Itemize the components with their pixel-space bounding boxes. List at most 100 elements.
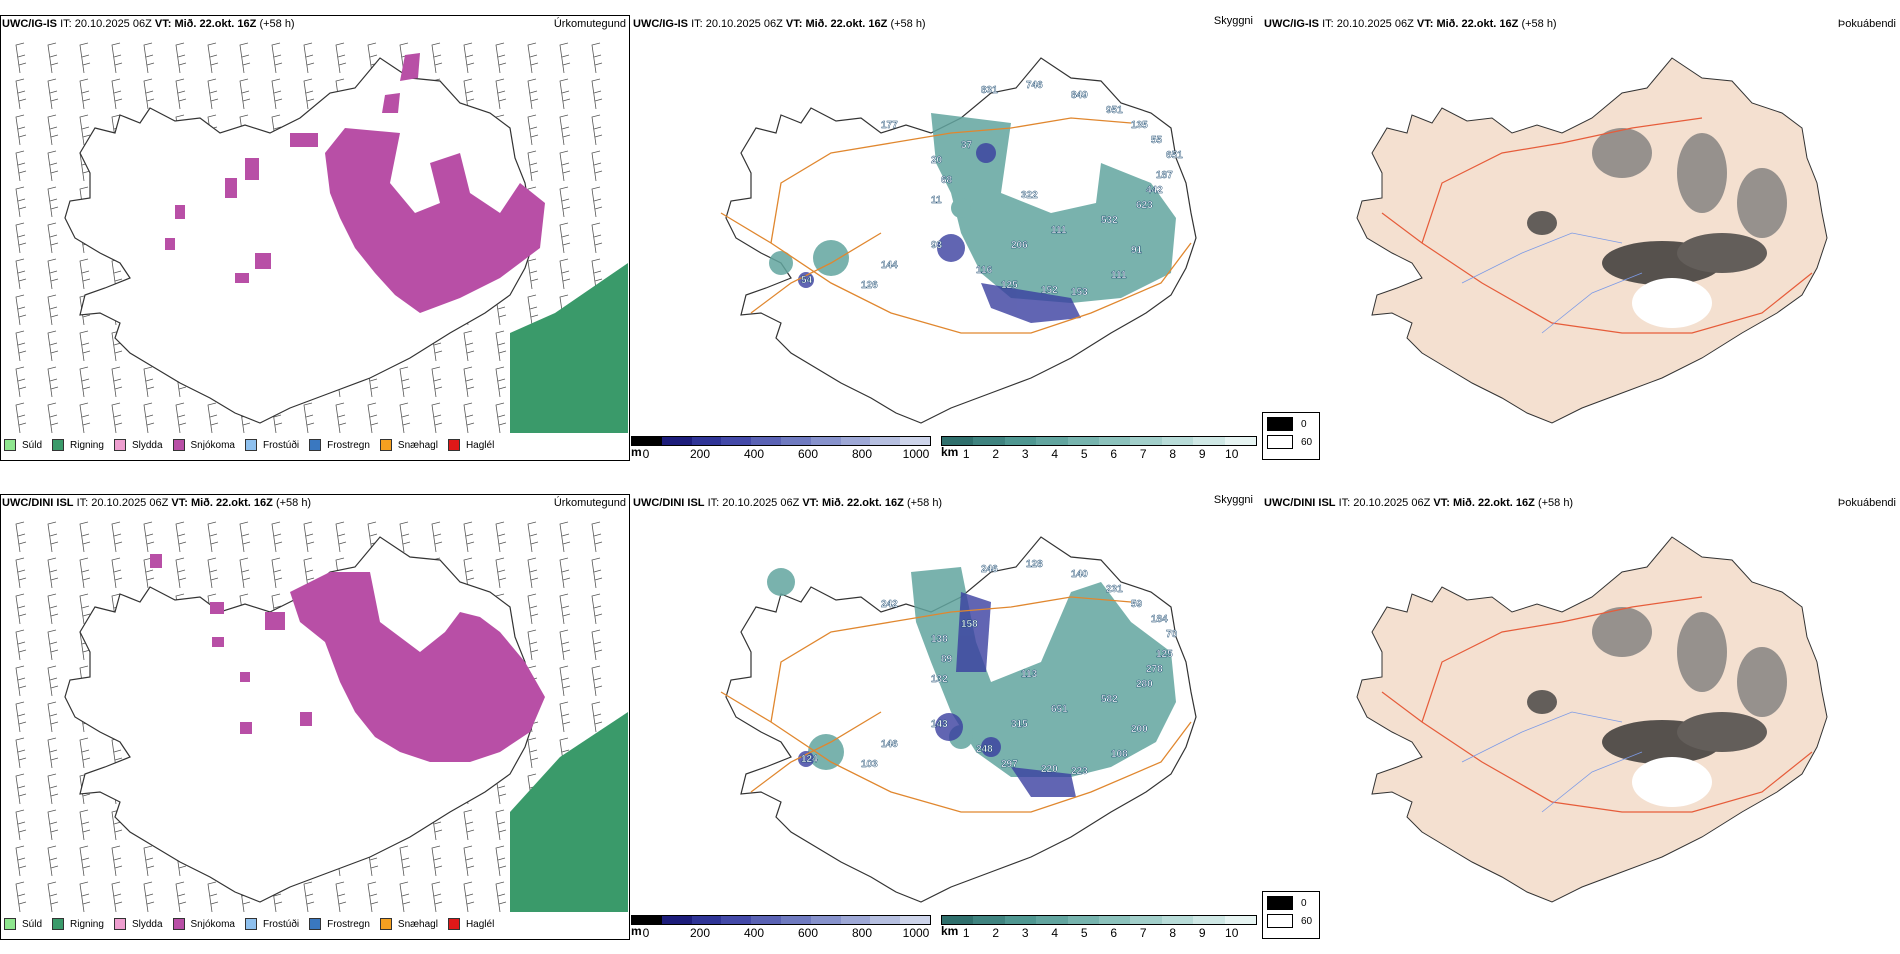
wind-barb [207,402,219,433]
colorbar-bin [810,916,841,924]
wind-barb [303,881,315,912]
wind-barb [463,330,475,362]
cloud-base-label: 152 [1041,285,1058,296]
rivers [1461,711,1643,813]
panel-title: Úrkomutegund [553,18,626,30]
wind-barb [559,258,571,290]
fog-index-areas [1527,128,1787,285]
wind-barb [527,78,539,110]
cloud-base-label: 248 [976,744,993,755]
wind-barb [111,557,123,589]
wind-barb [527,114,539,146]
legend-swatch [4,439,16,451]
wind-barb [527,557,539,589]
wind-barb [79,881,91,912]
cloud-base-label: 623 [1136,200,1153,211]
legend-item-snjókoma: Snjókoma [172,439,235,451]
cloud-base-label: 132 [931,674,948,685]
cloud-base-areas [798,143,1081,323]
colorbar-bin [721,437,752,445]
wind-barb [559,593,571,625]
visibility-unit: km [941,924,959,938]
colorbar-bin [751,437,781,445]
visibility-colorbar: 1 2 3 4 5 6 7 8 9 10 [941,915,1257,940]
legend-swatch [309,918,322,930]
wind-barb [47,222,59,254]
wind-barb [527,737,539,769]
wind-barb [79,402,91,433]
colorbar-bin [1036,916,1068,924]
colorbar-tick: 1 [962,926,970,940]
wind-barb [143,521,155,553]
legend-swatch [244,918,257,930]
precip-legend: Súld Rigning Slydda Snjókoma Frostúði Frostre… [4,439,494,451]
wind-barb [47,809,59,841]
wind-barb [143,366,155,398]
wind-barb [527,294,539,326]
legend-label: Haglél [465,439,495,451]
rain-area [510,263,628,433]
cloud-base-label: 113 [1021,669,1038,680]
colorbar-bin [632,916,662,924]
fog-clear-area [1632,278,1712,328]
legend-label: Frostregn [327,439,370,451]
legend-label: Frostregn [327,918,370,930]
height-bar [631,436,931,446]
wind-barb [431,881,443,912]
colorbar-tick: 6 [1110,447,1118,461]
cloud-base-label: 200 [1131,724,1148,735]
cloud-base-label: 135 [1131,120,1148,131]
cloud-base-label: 126 [861,280,878,291]
wind-barb [591,521,603,553]
colorbar-bin [1224,437,1257,445]
wind-barb [463,521,475,553]
colorbar-tick: 5 [1080,926,1088,940]
colorbar-bin [1224,916,1257,924]
wind-barb [79,737,91,769]
cloud-base-label: 278 [1146,664,1163,675]
wind-barb [591,78,603,110]
colorbar-bin [1067,916,1100,924]
cloud-base-label: 11 [931,195,942,206]
legend-swatch [172,439,185,451]
colorbar-bin [900,916,930,924]
colorbar-tick: 0 [642,926,650,940]
wind-barb [431,402,443,433]
wind-barb [399,845,411,877]
wind-barb [335,521,347,553]
cloud-base-label: 246 [981,564,998,575]
cloud-base-label: 111 [1051,225,1067,236]
wind-barb [47,845,59,877]
panel-title: Skyggni [1213,15,1253,27]
cloud-base-label: 442 [1146,185,1163,196]
roads [720,596,1192,813]
colorbar-bin [721,916,752,924]
cloud-base-label: 138 [931,634,948,645]
colorbar-tick: 2 [992,447,1000,461]
wind-barb [15,42,27,74]
wind-barb [15,114,27,146]
wind-barb [559,150,571,182]
cloud-base-label: 582 [1101,694,1118,705]
legend-label: Snjókoma [190,439,235,451]
rivers [1461,232,1643,334]
cloud-base-label: 153 [1071,287,1088,298]
legend-item-súld: Súld [4,918,42,930]
wind-barb [143,845,155,877]
precip-panel-dini: UWC/DINI ISL IT: 20.10.2025 06Z VT: Mið.… [0,494,630,954]
wind-barb [143,78,155,110]
colorbar-bin [751,916,781,924]
wind-barb [175,42,187,74]
fog-legend: 0 60 [1262,412,1320,460]
colorbar-tick: 600 [797,926,819,940]
fog-legend-swatch-0 [1267,896,1293,910]
wind-barb [335,42,347,74]
colorbar-tick: 4 [1051,447,1059,461]
colorbar-tick: 400 [743,926,765,940]
wind-barb [79,557,91,589]
wind-barb [271,42,283,74]
cloud-base-label: 68 [941,175,953,186]
wind-barb [591,222,603,254]
wind-barb [463,366,475,398]
height-ticks: 0 200 400 600 800 1000 [631,446,931,461]
